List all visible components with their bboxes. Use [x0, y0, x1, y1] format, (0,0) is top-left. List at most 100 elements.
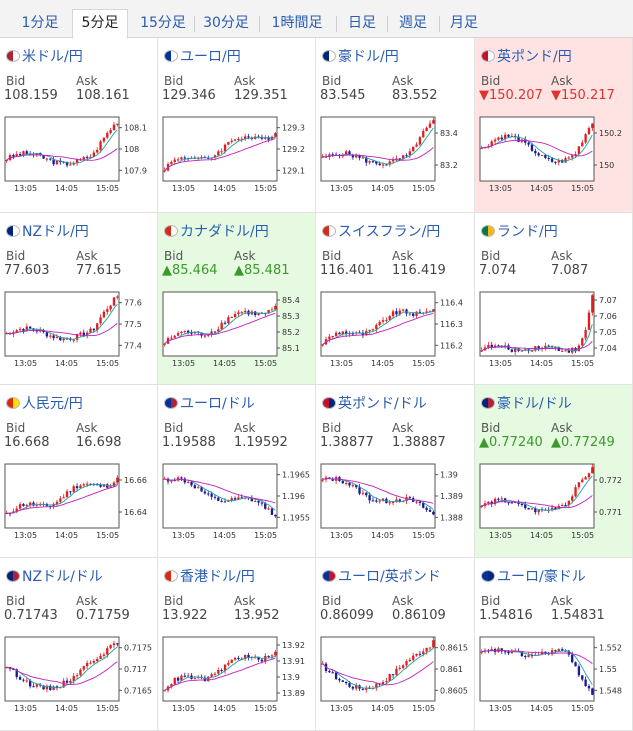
x-tick-label: 14:05: [371, 359, 394, 368]
candle-body: [500, 498, 503, 500]
mini-chart[interactable]: 150.2 150 13:05 14:05 15:05: [479, 116, 631, 196]
pair-name-link[interactable]: ユーロ/円: [180, 49, 241, 65]
rate-card[interactable]: 人民元/円 Bid Ask 16.668 16.698 16.66 16.64 13:05 14…: [0, 385, 158, 558]
candle-body: [213, 155, 217, 158]
y-tick-label: 1.55: [599, 665, 617, 674]
rate-card[interactable]: 豪ドル/円 Bid Ask 83.545 83.552 83.4 83.2 13:05 14:0…: [316, 38, 475, 213]
mini-chart[interactable]: 16.66 16.64 13:05 14:05 15:05: [4, 463, 156, 543]
mini-chart[interactable]: 0.8615 0.861 0.8605 13:05 14:05 15:05: [320, 636, 472, 716]
tab-2[interactable]: 15分足: [140, 15, 186, 31]
pair-name-link[interactable]: スイスフラン/円: [338, 224, 441, 240]
candle-body: [112, 482, 116, 487]
rate-card[interactable]: ユーロ/英ポンド Bid Ask 0.86099 0.86109 0.8615 0.861 0…: [316, 558, 475, 731]
candle-body: [274, 306, 277, 310]
candle-body: [418, 137, 422, 145]
tab-0[interactable]: 1分足: [21, 15, 59, 31]
mini-chart[interactable]: 7.07 7.06 7.05 7.04 13:05 14:05 15:05: [479, 291, 631, 371]
candle-body: [260, 659, 264, 662]
x-tick-label: 14:05: [530, 359, 553, 368]
rate-card[interactable]: ユーロ/ドル Bid Ask 1.19588 1.19592 1.1965 1.196 1.1…: [158, 385, 316, 558]
tab-5[interactable]: 日足: [348, 15, 376, 31]
mini-chart[interactable]: 1.552 1.55 1.548 13:05 14:05 15:05: [479, 636, 631, 716]
candle-body: [102, 311, 106, 318]
rate-card[interactable]: 香港ドル/円 Bid Ask 13.922 13.952 13.92 13.91 13.9 13…: [158, 558, 316, 731]
candle-body: [5, 160, 8, 162]
candle-body: [28, 680, 32, 687]
candle-body: [109, 130, 112, 133]
pair-name-link[interactable]: ユーロ/英ポンド: [338, 569, 441, 585]
pair-name-link[interactable]: カナダドル/円: [180, 224, 269, 240]
rate-card[interactable]: 英ポンド/円 Bid Ask ▼150.207 ▼150.217 150.2 150 13:0…: [475, 38, 633, 213]
bid-label: Bid: [6, 421, 26, 435]
mini-chart[interactable]: 1.39 1.389 1.388 13:05 14:05 15:05: [320, 463, 472, 543]
mini-chart[interactable]: 129.3 129.2 129.1 13:05 14:05 15:05: [162, 116, 314, 196]
candle-body: [378, 163, 381, 166]
rate-card[interactable]: スイスフラン/円 Bid Ask 116.401 116.419 116.4 116.3 11…: [316, 213, 475, 385]
mini-chart[interactable]: 1.1965 1.196 1.1955 13:05 14:05 15:05: [162, 463, 314, 543]
tab-7[interactable]: 月足: [450, 15, 478, 31]
x-tick-label: 15:05: [254, 359, 277, 368]
candle-body: [112, 124, 116, 131]
pair-name-link[interactable]: NZドル/ドル: [22, 569, 103, 585]
rate-card[interactable]: ユーロ/円 Bid Ask 129.346 129.351 129.3 129.2 129.1…: [158, 38, 316, 213]
candle-body: [432, 120, 435, 124]
rate-card[interactable]: 英ポンド/ドル Bid Ask 1.38877 1.38887 1.39 1.389 1.38…: [316, 385, 475, 558]
rate-card[interactable]: ユーロ/豪ドル Bid Ask 1.54816 1.54831 1.552 1.55 1.54…: [475, 558, 633, 731]
candle-body: [398, 310, 401, 315]
mini-chart[interactable]: 116.4 116.3 116.2 13:05 14:05 15:05: [320, 291, 472, 371]
mini-chart[interactable]: 13.92 13.91 13.9 13.89 13:05 14:05 15:05: [162, 636, 314, 716]
candle-body: [190, 332, 193, 334]
candle-body: [203, 335, 207, 337]
candle-body: [490, 344, 493, 348]
tab-3[interactable]: 30分足: [203, 15, 249, 31]
ask-value: 13.952: [234, 608, 280, 623]
candle-body: [581, 142, 584, 147]
candle-body: [75, 334, 79, 340]
y-tick-label: 107.9: [124, 166, 147, 175]
pair-name-link[interactable]: ユーロ/ドル: [180, 396, 255, 412]
tab-4[interactable]: 1時間足: [271, 15, 323, 31]
tab-1[interactable]: 5分足: [72, 9, 128, 39]
pair-name-link[interactable]: NZドル/円: [22, 224, 89, 240]
pair-name-link[interactable]: 人民元/円: [22, 396, 83, 412]
rate-card[interactable]: カナダドル/円 Bid Ask ▲85.464 ▲85.481 85.4 85.3 85.2 8…: [158, 213, 316, 385]
pair-name-link[interactable]: ユーロ/豪ドル: [497, 569, 586, 585]
candle-body: [408, 659, 412, 662]
candle-body: [490, 501, 493, 505]
pair-name-link[interactable]: 米ドル/円: [22, 49, 83, 65]
candle-body: [247, 654, 250, 658]
pair-name-link[interactable]: 英ポンド/円: [497, 49, 572, 65]
candle-body: [257, 312, 260, 316]
candle-body: [432, 309, 435, 312]
candle-body: [577, 345, 581, 352]
rate-card[interactable]: NZドル/円 Bid Ask 77.603 77.615 77.6 77.5 77.4 13:0…: [0, 213, 158, 385]
rate-card[interactable]: 豪ドル/ドル Bid Ask ▲0.77240 ▲0.77249 0.772 0.771 13…: [475, 385, 633, 558]
mini-chart[interactable]: 77.6 77.5 77.4 13:05 14:05 15:05: [4, 291, 156, 371]
candle-body: [75, 159, 79, 164]
rate-card[interactable]: NZドル/ドル Bid Ask 0.71743 0.71759 0.7175 0.717 0.…: [0, 558, 158, 731]
mini-chart[interactable]: 108.1 108 107.9 13:05 14:05 15:05: [4, 116, 156, 196]
ask-label: Ask: [392, 74, 414, 88]
mini-chart[interactable]: 0.7175 0.717 0.7165 13:05 14:05 15:05: [4, 636, 156, 716]
candle-body: [432, 640, 435, 648]
candle-body: [398, 667, 401, 669]
candle-body: [415, 311, 418, 316]
mini-chart[interactable]: 0.772 0.771 13:05 14:05 15:05: [479, 463, 631, 543]
candle-body: [176, 333, 180, 336]
pair-name-link[interactable]: 英ポンド/ドル: [338, 396, 427, 412]
candle-body: [92, 661, 96, 663]
rate-card[interactable]: ランド/円 Bid Ask 7.074 7.087 7.07 7.06 7.05 7.04 13:…: [475, 213, 633, 385]
pair-name-link[interactable]: 豪ドル/円: [338, 49, 399, 65]
tab-6[interactable]: 週足: [399, 15, 427, 31]
candle-body: [237, 139, 240, 141]
pair-name-link[interactable]: 香港ドル/円: [180, 569, 255, 585]
candle-body: [227, 141, 230, 145]
candle-body: [45, 332, 49, 337]
pair-name-link[interactable]: 豪ドル/ドル: [497, 396, 572, 412]
mini-chart[interactable]: 85.4 85.3 85.2 85.1 13:05 14:05 15:05: [162, 291, 314, 371]
pair-name-link[interactable]: ランド/円: [497, 224, 558, 240]
candle-body: [65, 161, 69, 166]
rate-card[interactable]: 米ドル/円 Bid Ask 108.159 108.161 108.1 108 107.9 13…: [0, 38, 158, 213]
mini-chart[interactable]: 83.4 83.2 13:05 14:05 15:05: [320, 116, 472, 196]
candle-body: [405, 661, 408, 666]
